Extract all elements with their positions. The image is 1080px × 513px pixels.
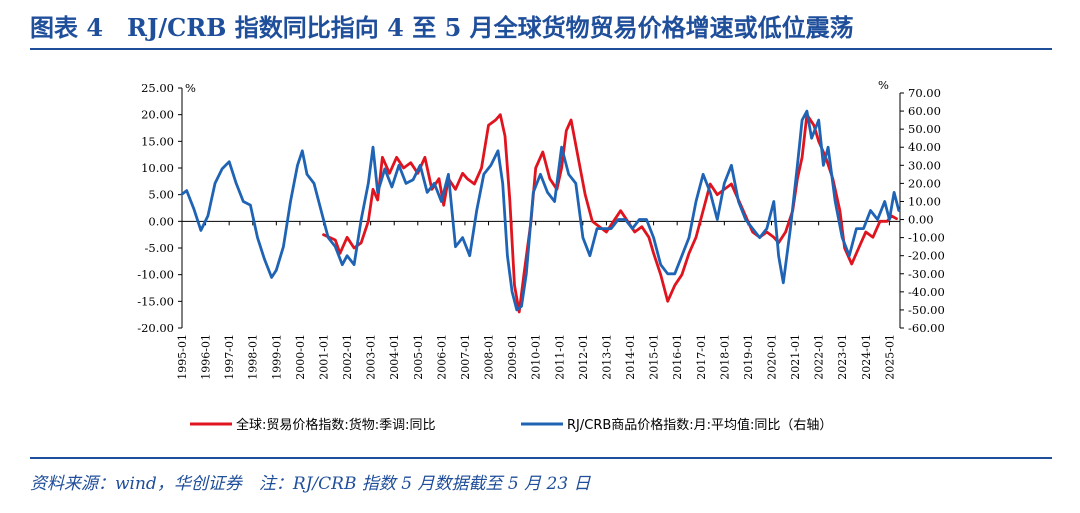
right-tick-label: 20.00 bbox=[908, 176, 941, 190]
x-tick-label: 2018-01 bbox=[718, 334, 731, 380]
x-tick-label: 2002-01 bbox=[341, 334, 354, 380]
x-tick-label: 2024-01 bbox=[860, 334, 873, 380]
x-tick-label: 2020-01 bbox=[765, 334, 778, 380]
x-tick-label: 2017-01 bbox=[695, 334, 708, 380]
right-tick-label: -40.00 bbox=[908, 285, 945, 299]
x-tick-label: 2013-01 bbox=[600, 334, 613, 380]
left-tick-label: 20.00 bbox=[141, 108, 174, 122]
left-tick-label: -5.00 bbox=[145, 241, 175, 255]
figure-title: 图表 4 RJ/CRB 指数同比指向 4 至 5 月全球货物贸易价格增速或低位震… bbox=[30, 13, 854, 42]
x-tick-label: 2005-01 bbox=[412, 334, 425, 380]
footer-rule bbox=[30, 457, 1052, 459]
x-tick-label: 1996-01 bbox=[200, 334, 213, 380]
x-tick-label: 2000-01 bbox=[294, 334, 307, 380]
x-tick-label: 2003-01 bbox=[365, 334, 378, 380]
title-rule bbox=[30, 48, 1052, 50]
chart-axes: 25.00 20.00 15.00 10.00 5.00 0.00 -5.00 -10.00 -… bbox=[137, 78, 945, 380]
left-tick-label: -15.00 bbox=[137, 294, 174, 308]
x-tick-label: 2008-01 bbox=[483, 334, 496, 380]
left-tick-label: 25.00 bbox=[141, 81, 174, 95]
right-tick-label: -20.00 bbox=[908, 249, 945, 263]
x-tick-label: 2006-01 bbox=[435, 334, 448, 380]
x-tick-label: 2014-01 bbox=[624, 334, 637, 380]
x-tick-label: 2001-01 bbox=[317, 334, 330, 380]
x-tick-label: 2004-01 bbox=[388, 334, 401, 380]
right-tick-label: 50.00 bbox=[908, 122, 941, 136]
x-tick-label: 1997-01 bbox=[223, 334, 236, 380]
left-tick-label: -10.00 bbox=[137, 268, 174, 282]
series-layer bbox=[180, 109, 901, 314]
x-tick-label: 1999-01 bbox=[270, 334, 283, 380]
x-tick-label: 2007-01 bbox=[459, 334, 472, 380]
x-tick-label: 2016-01 bbox=[671, 334, 684, 380]
x-tick-label: 2010-01 bbox=[530, 334, 543, 380]
right-tick-label: 0.00 bbox=[908, 213, 934, 227]
left-tick-label: -20.00 bbox=[137, 321, 174, 335]
right-tick-label: -60.00 bbox=[908, 321, 945, 335]
right-tick-label: 40.00 bbox=[908, 140, 941, 154]
series-line-2 bbox=[180, 109, 901, 312]
x-tick-label: 2023-01 bbox=[836, 334, 849, 380]
x-tick-label: 2012-01 bbox=[577, 334, 590, 380]
series-line-1 bbox=[322, 113, 898, 314]
legend-label-2: RJ/CRB商品价格指数:月:平均值:同比（右轴） bbox=[567, 417, 832, 433]
source-note: 资料来源：wind，华创证券 注：RJ/CRB 指数 5 月数据截至 5 月 2… bbox=[30, 474, 591, 494]
right-tick-label: -10.00 bbox=[908, 231, 945, 245]
left-tick-label: 5.00 bbox=[148, 188, 174, 202]
right-tick-label: 10.00 bbox=[908, 194, 941, 208]
x-tick-label: 1998-01 bbox=[247, 334, 260, 380]
left-tick-label: 10.00 bbox=[141, 161, 174, 175]
x-tick-label: 1995-01 bbox=[176, 334, 189, 380]
legend-label-1: 全球:贸易价格指数:货物:季调:同比 bbox=[236, 417, 436, 433]
left-tick-label: 15.00 bbox=[141, 134, 174, 148]
right-tick-label: 30.00 bbox=[908, 158, 941, 172]
left-tick-label: 0.00 bbox=[148, 214, 174, 228]
right-tick-label: 70.00 bbox=[908, 86, 941, 100]
x-tick-label: 2009-01 bbox=[506, 334, 519, 380]
chart-legend: 全球:贸易价格指数:货物:季调:同比 RJ/CRB商品价格指数:月:平均值:同比（… bbox=[190, 417, 832, 433]
x-tick-label: 2011-01 bbox=[553, 334, 566, 380]
right-tick-label: -50.00 bbox=[908, 303, 945, 317]
right-tick-label: -30.00 bbox=[908, 267, 945, 281]
x-tick-label: 2021-01 bbox=[789, 334, 802, 380]
right-axis-unit: % bbox=[878, 78, 889, 92]
left-axis-unit: % bbox=[185, 81, 196, 95]
right-tick-label: 60.00 bbox=[908, 104, 941, 118]
x-tick-label: 2022-01 bbox=[813, 334, 826, 380]
x-tick-label: 2019-01 bbox=[742, 334, 755, 380]
x-tick-label: 2025-01 bbox=[883, 334, 896, 380]
x-tick-label: 2015-01 bbox=[648, 334, 661, 380]
